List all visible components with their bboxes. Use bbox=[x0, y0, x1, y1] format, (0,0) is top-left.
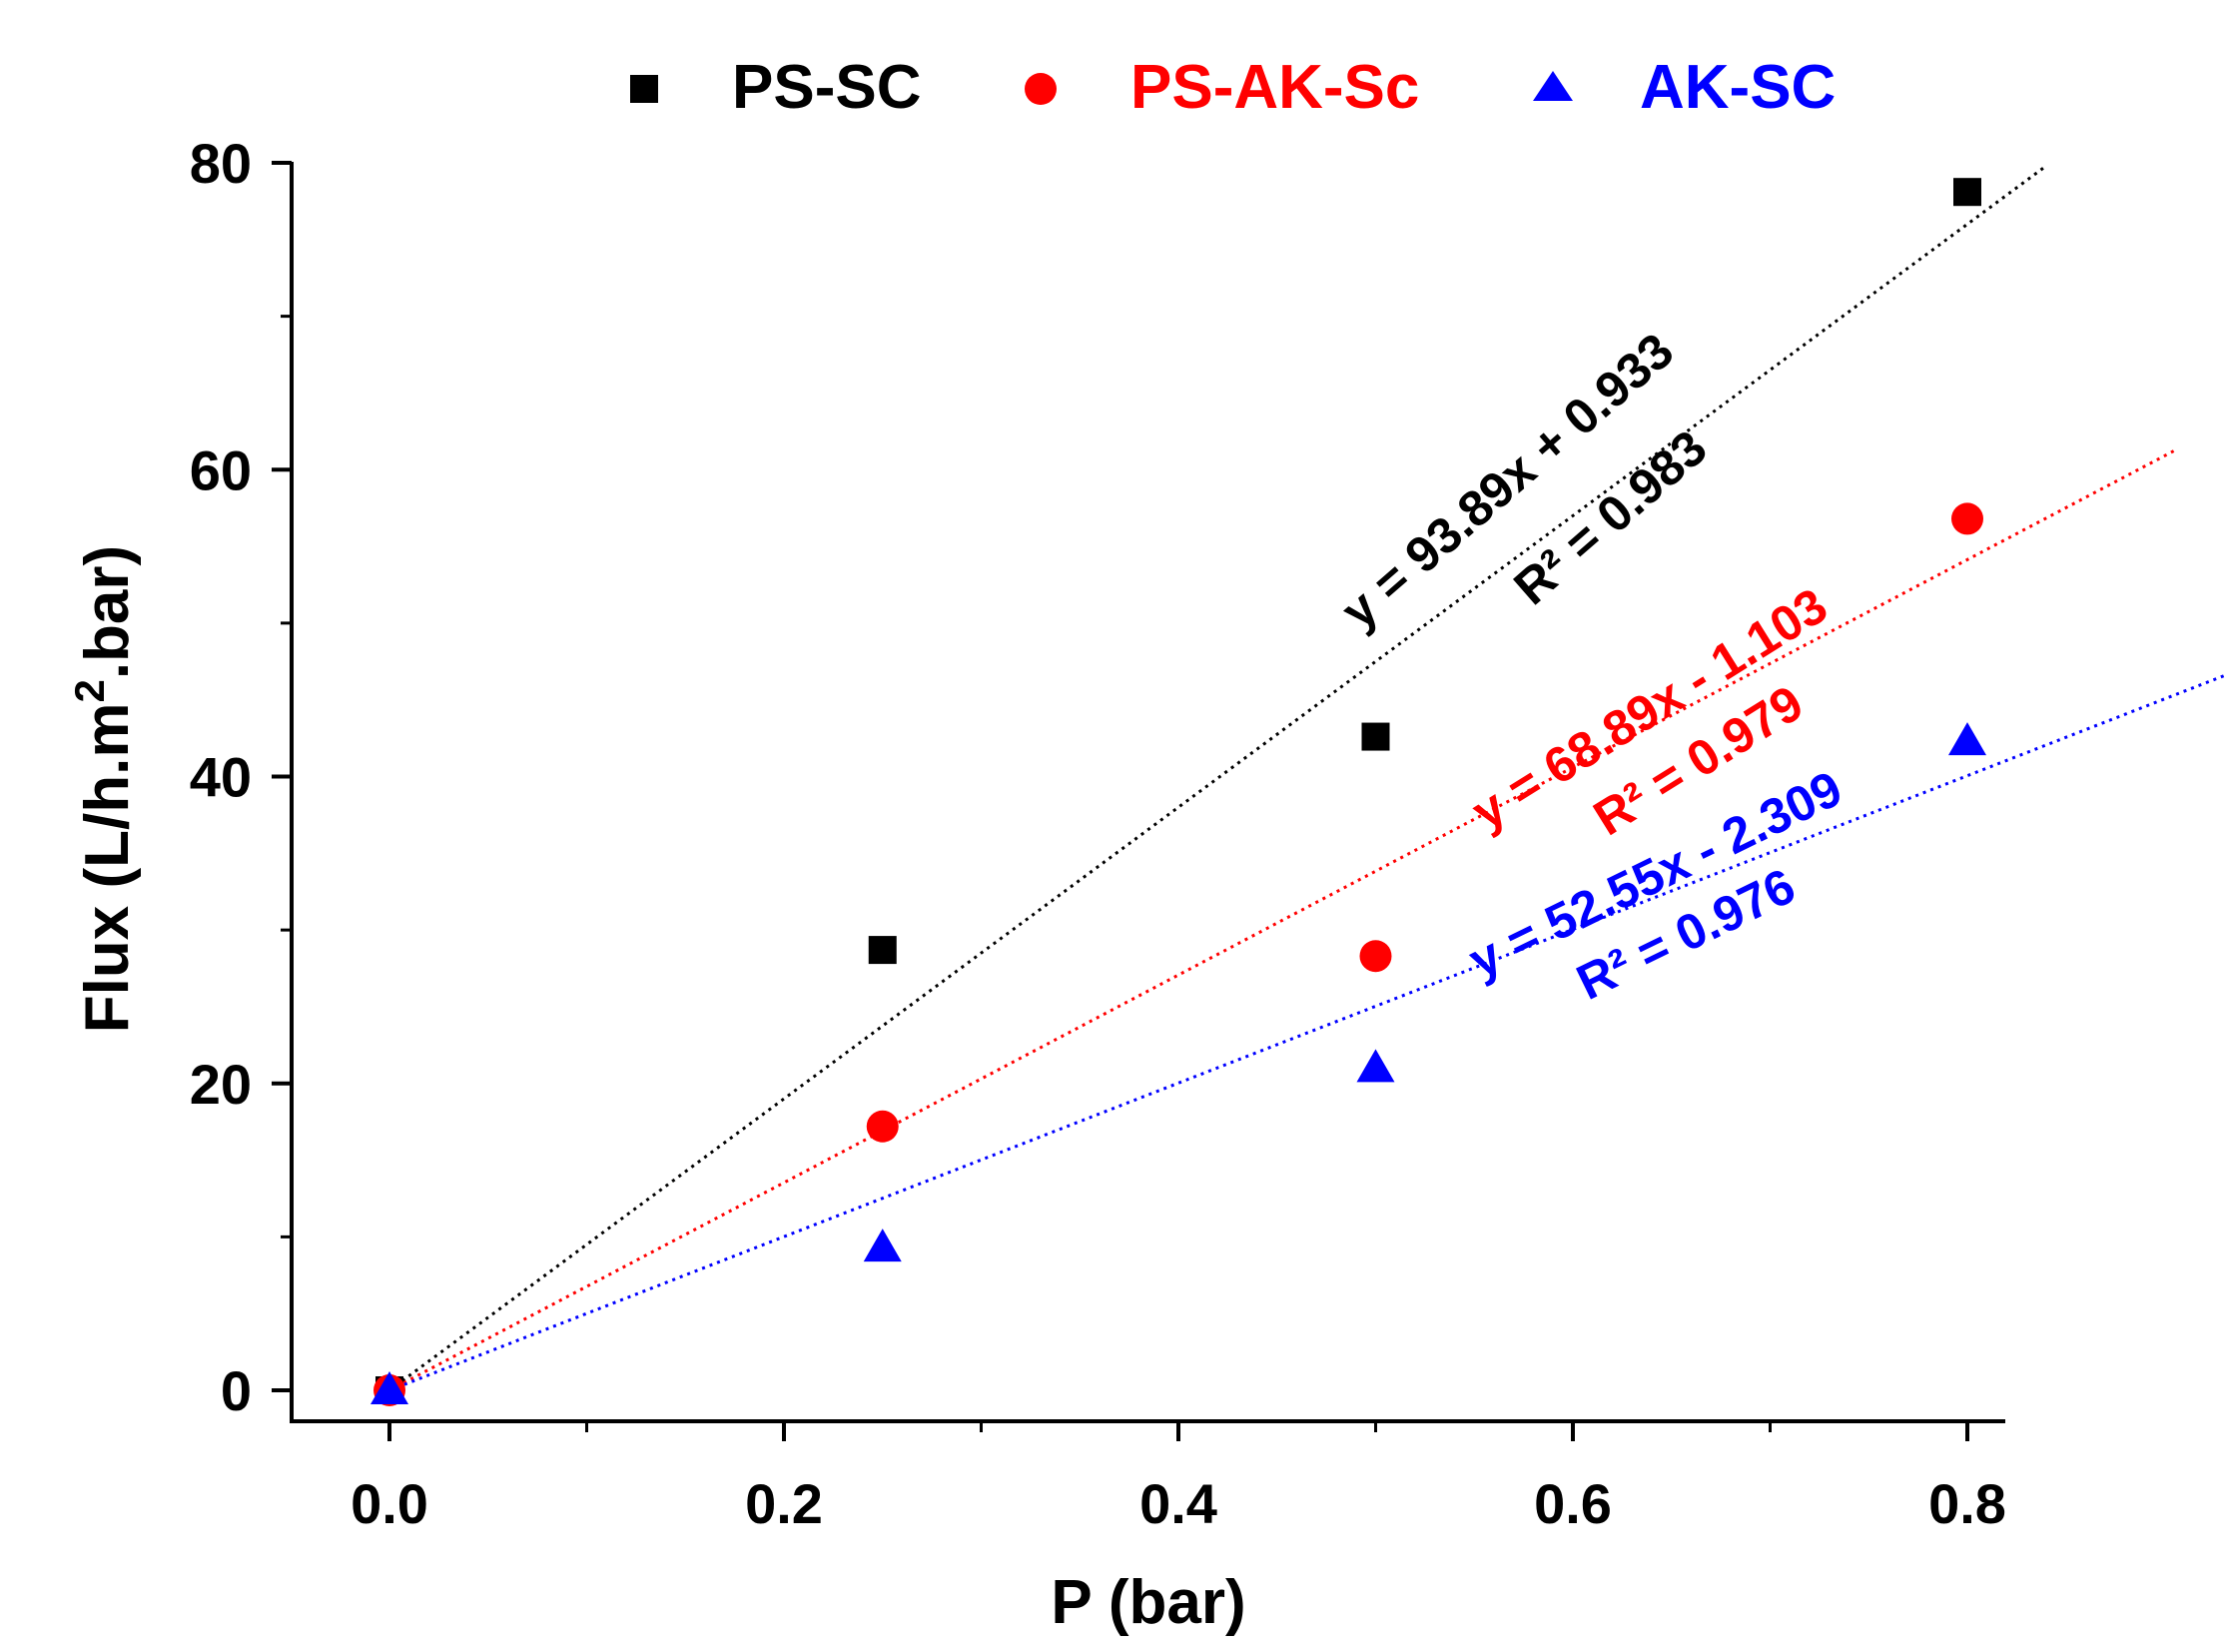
legend-label-ps-sc: PS-SC bbox=[732, 53, 921, 122]
x-tick-label: 0.4 bbox=[1139, 1472, 1217, 1535]
data-point-ps-ak-sc bbox=[1951, 502, 1983, 535]
axes bbox=[290, 162, 2005, 1423]
legend-label-ps-ak-sc: PS-AK-Sc bbox=[1130, 53, 1419, 122]
x-axis-title: P (bar) bbox=[1051, 1568, 1245, 1637]
data-point-ps-sc bbox=[1361, 722, 1390, 751]
data-point-ak-sc bbox=[371, 1371, 408, 1404]
data-points bbox=[371, 178, 1986, 1406]
fit-annotations: y = 93.89x + 0.933 R² = 0.983 y = 68.89x… bbox=[1330, 323, 1850, 1011]
data-point-ps-ak-sc bbox=[866, 1110, 899, 1143]
legend-marker-ps-sc bbox=[630, 75, 658, 103]
x-tick-label: 0.0 bbox=[351, 1472, 428, 1535]
legend-label-ak-sc: AK-SC bbox=[1640, 53, 1836, 122]
y-tick-label: 40 bbox=[190, 746, 252, 809]
data-point-ps-ak-sc bbox=[1359, 940, 1392, 973]
data-point-ak-sc bbox=[1948, 722, 1986, 756]
legend: PS-SC PS-AK-Sc AK-SC bbox=[630, 53, 1836, 122]
legend-marker-ps-ak-sc bbox=[1025, 73, 1057, 105]
data-point-ak-sc bbox=[1356, 1049, 1395, 1083]
y-axis-title: Flux (L/h.m2.bar) bbox=[66, 545, 142, 1033]
x-tick-label: 0.2 bbox=[745, 1472, 823, 1535]
y-tick-label: 80 bbox=[190, 132, 252, 195]
y-tick-label: 20 bbox=[190, 1053, 252, 1116]
data-point-ps-sc bbox=[868, 936, 897, 965]
fit-line-ak-sc bbox=[388, 674, 2225, 1392]
y-tick-label: 60 bbox=[190, 438, 252, 501]
y-tick-label: 0 bbox=[221, 1359, 252, 1422]
fit-lines bbox=[388, 164, 2225, 1392]
y-axis-title-tail: .bar) bbox=[73, 545, 142, 679]
x-tick-label: 0.8 bbox=[1928, 1472, 2006, 1535]
data-point-ak-sc bbox=[863, 1229, 902, 1262]
data-point-ps-sc bbox=[1953, 178, 1981, 207]
y-axis-title-superscript: 2 bbox=[66, 679, 113, 702]
y-tick-labels: 0 20 40 60 80 bbox=[190, 132, 252, 1422]
fit-line-ps-ak-sc bbox=[388, 448, 2176, 1392]
legend-marker-ak-sc bbox=[1533, 71, 1573, 101]
axis-ticks bbox=[272, 161, 1969, 1441]
x-tick-label: 0.6 bbox=[1534, 1472, 1612, 1535]
x-tick-labels: 0.0 0.2 0.4 0.6 0.8 bbox=[351, 1472, 2006, 1535]
y-axis-title-main: Flux (L/h.m bbox=[73, 703, 142, 1034]
